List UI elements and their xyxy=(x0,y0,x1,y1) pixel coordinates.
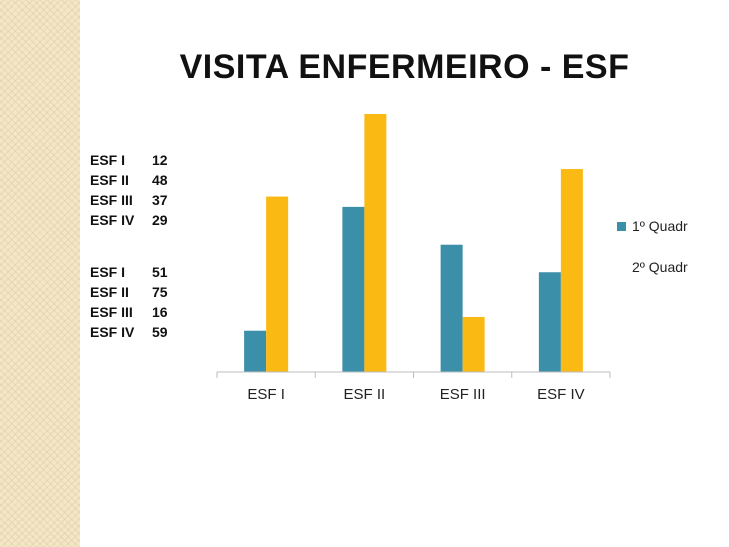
bar-2-1 xyxy=(266,196,289,372)
table-row: ESF II 75 xyxy=(90,282,176,302)
bar-group xyxy=(244,114,583,372)
bar-2-2 xyxy=(364,114,387,372)
legend-label: 2º Quadr xyxy=(632,259,688,275)
bar-1-2 xyxy=(342,206,365,372)
row-value: 75 xyxy=(152,284,168,300)
row-label: ESF I xyxy=(90,152,126,168)
bar-1-1 xyxy=(244,330,267,372)
row-value: 51 xyxy=(152,264,168,280)
bar-1-3 xyxy=(440,244,463,372)
table-row: ESF I 12 xyxy=(90,150,176,170)
row-label: ESF III xyxy=(90,304,133,320)
legend-swatch xyxy=(617,263,626,272)
legend-entry-series-1: 1º Quadr xyxy=(617,218,688,234)
row-value: 37 xyxy=(152,192,168,208)
x-tick-label: ESF I xyxy=(247,386,285,403)
row-value: 29 xyxy=(152,212,168,228)
row-value: 48 xyxy=(152,172,168,188)
legend-entry-series-2: 2º Quadr xyxy=(617,259,688,275)
x-tick-label: ESF IV xyxy=(537,386,585,403)
row-label: ESF III xyxy=(90,192,133,208)
table-row: ESF II 48 xyxy=(90,170,176,190)
row-label: ESF IV xyxy=(90,212,135,228)
table-row: ESF III 16 xyxy=(90,302,176,322)
row-label: ESF I xyxy=(90,264,126,280)
x-tick-label: ESF II xyxy=(344,386,386,403)
table-row: ESF IV 29 xyxy=(90,210,176,230)
row-label: ESF II xyxy=(90,172,129,188)
table-row: ESF III 37 xyxy=(90,190,176,210)
table-row: ESF IV 59 xyxy=(90,322,176,342)
slide-title: VISITA ENFERMEIRO - ESF xyxy=(179,48,630,86)
legend-swatch xyxy=(617,222,626,231)
bar-2-4 xyxy=(560,169,583,372)
row-value: 12 xyxy=(152,152,168,168)
table-row: ESF I 51 xyxy=(90,262,176,282)
row-value: 16 xyxy=(152,304,168,320)
x-axis-labels: ESF I ESF II ESF III ESF IV xyxy=(247,386,584,403)
x-tick-label: ESF III xyxy=(440,386,486,403)
legend-label: 1º Quadr xyxy=(632,218,688,234)
decorative-side-strip xyxy=(0,0,80,547)
bar-1-4 xyxy=(538,272,561,372)
bar-2-3 xyxy=(462,316,485,372)
row-value: 59 xyxy=(152,324,168,340)
row-label: ESF IV xyxy=(90,324,135,340)
quadr1-values-table: ESF I 12 ESF II 48 ESF III 37 ESF IV 29 xyxy=(90,150,176,230)
x-axis-ticks xyxy=(216,372,611,378)
quadr2-values-table: ESF I 51 ESF II 75 ESF III 16 ESF IV 59 xyxy=(90,262,176,342)
row-label: ESF II xyxy=(90,284,129,300)
